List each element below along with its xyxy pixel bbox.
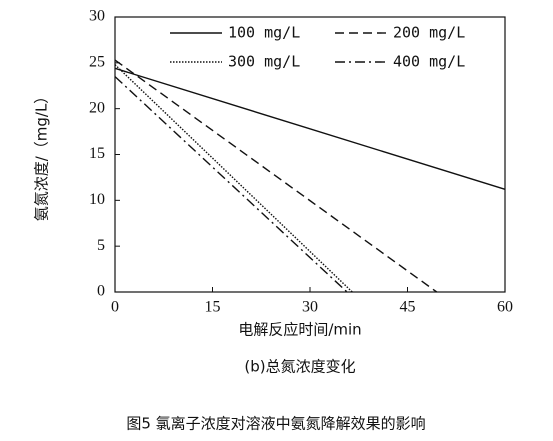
legend-label: 300 mg/L xyxy=(228,53,300,71)
y-tick-label: 20 xyxy=(89,99,105,116)
y-tick-label: 0 xyxy=(97,283,105,300)
legend-label: 400 mg/L xyxy=(393,53,465,71)
caption: 图5 氯离子浓度对溶液中氨氮降解效果的影响 xyxy=(126,415,425,433)
legend-label: 100 mg/L xyxy=(228,24,300,42)
y-tick-label: 15 xyxy=(89,145,105,162)
data-line xyxy=(114,64,353,293)
x-axis-label: 电解反应时间/min xyxy=(238,321,361,339)
subtitle: (b)总氮浓度变化 xyxy=(244,358,355,376)
x-tick-label: 45 xyxy=(400,299,416,316)
data-line xyxy=(114,67,506,191)
data-line xyxy=(114,76,348,293)
x-tick-label: 15 xyxy=(205,299,221,316)
y-tick-label: 30 xyxy=(89,8,105,25)
x-tick-label: 60 xyxy=(497,299,513,316)
data-line xyxy=(114,59,438,293)
y-tick-label: 25 xyxy=(89,54,105,71)
y-tick-label: 5 xyxy=(97,237,105,254)
y-tick-label: 10 xyxy=(89,191,105,208)
x-tick-label: 0 xyxy=(111,299,119,316)
legend-label: 200 mg/L xyxy=(393,24,465,42)
y-axis-label: 氨氮浓度/（mg/L） xyxy=(33,89,51,222)
x-tick-label: 30 xyxy=(302,299,318,316)
